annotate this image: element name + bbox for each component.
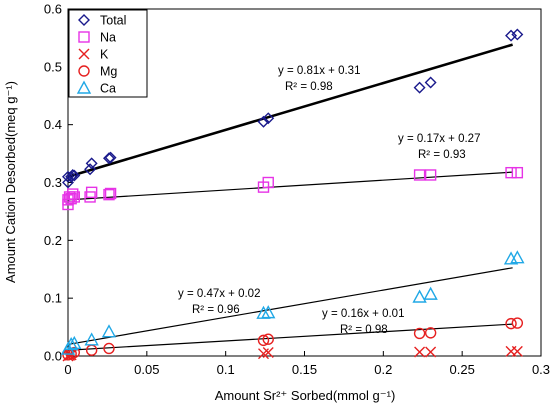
legend-label-mg: Mg	[100, 65, 117, 79]
point-total	[62, 170, 74, 183]
x-tick-label: 0.15	[292, 362, 317, 377]
point-total	[511, 28, 524, 41]
y-tick-label: 0.0	[44, 349, 62, 364]
point-na	[262, 176, 274, 189]
y-axis-label: Amount Cation Desorbed(meq g⁻¹)	[3, 81, 18, 283]
point-na	[85, 186, 98, 199]
legend-marker-na	[78, 31, 90, 43]
point-k	[262, 347, 274, 359]
point-mg	[511, 317, 524, 329]
legend-label-ca: Ca	[100, 82, 116, 96]
x-tick-label: 0.1	[217, 362, 235, 377]
point-ca	[510, 250, 525, 264]
point-na	[511, 166, 524, 179]
point-ca	[67, 335, 82, 349]
point-mg	[413, 327, 426, 340]
annotations-layer: y = 0.81x + 0.31 R² = 0.98 y = 0.17x + 0.2…	[178, 65, 480, 336]
point-ca	[63, 336, 79, 351]
point-k-stroke	[511, 345, 523, 357]
fit-equation-total: y = 0.81x + 0.31	[278, 65, 360, 77]
point-na	[68, 191, 81, 203]
fit-r2-na: R² = 0.93	[418, 149, 466, 161]
fit-equation-mg: y = 0.16x + 0.01	[322, 308, 404, 320]
point-total	[66, 168, 79, 181]
y-tick-label: 0.1	[44, 291, 62, 306]
point-k	[425, 346, 437, 358]
point-total	[68, 169, 81, 182]
point-na	[424, 169, 437, 181]
y-tick-label: 0.2	[44, 233, 62, 248]
fit-line-total	[67, 43, 513, 178]
fit-equation-na: y = 0.17x + 0.27	[398, 133, 480, 145]
fit-r2-total: R² = 0.98	[285, 81, 333, 93]
point-ca	[261, 305, 276, 319]
point-mg	[68, 346, 81, 359]
x-axis-label: Amount Sr²⁺ Sorbed(mmol g⁻¹)	[215, 388, 396, 403]
point-total	[104, 151, 117, 164]
point-ca	[423, 286, 438, 300]
x-tick-label: 0.2	[374, 362, 392, 377]
y-tick-label: 0.5	[44, 59, 62, 74]
point-total	[257, 115, 270, 128]
point-total	[262, 112, 275, 125]
fit-line-mg	[67, 323, 513, 351]
fit-line-ca	[67, 267, 513, 346]
point-na	[104, 187, 117, 200]
fit-r2-mg: R² = 0.98	[340, 324, 388, 336]
fit-line-na	[67, 171, 513, 201]
point-total	[85, 157, 98, 170]
y-tick-label: 0.3	[44, 175, 62, 190]
point-ca	[84, 332, 99, 346]
point-mg	[103, 342, 115, 355]
point-na	[103, 188, 115, 201]
point-k-stroke	[414, 346, 426, 358]
axes-layer: 0 0.05 0.1 0.15 0.2 0.25 0.3 0.0 0.1 0.2 0.3 0.4 0.5…	[44, 2, 550, 378]
point-k-stroke	[425, 346, 437, 358]
legend-marker-mg	[78, 65, 90, 77]
point-mg	[85, 344, 98, 356]
fit-equation-ca: y = 0.47x + 0.02	[178, 288, 260, 300]
point-mg	[257, 334, 270, 347]
legend-marker-k	[78, 48, 90, 60]
x-tick-label: 0.25	[450, 362, 475, 377]
point-total	[505, 29, 518, 42]
y-tick-label: 0.4	[44, 117, 62, 132]
legend: Total Na K Mg Ca	[68, 9, 148, 98]
point-ca	[412, 289, 427, 303]
point-k	[511, 345, 523, 357]
data-points-layer	[60, 28, 525, 362]
point-ca	[101, 324, 117, 338]
point-na	[67, 188, 79, 200]
fit-lines-layer	[67, 43, 513, 351]
x-tick-label: 0.05	[134, 362, 159, 377]
point-mg	[262, 333, 274, 345]
legend-marker-ca	[76, 80, 92, 94]
x-tick-label: 0	[64, 362, 71, 377]
point-total	[103, 152, 115, 165]
point-k-stroke	[262, 347, 274, 359]
legend-marker-k-stroke	[78, 48, 90, 60]
point-na	[413, 169, 426, 181]
point-mg	[505, 317, 517, 330]
point-total	[413, 81, 426, 94]
point-k	[414, 346, 426, 358]
legend-marker-total	[78, 14, 90, 26]
legend-label-na: Na	[100, 31, 116, 45]
legend-box	[68, 9, 148, 98]
fit-r2-ca: R² = 0.96	[192, 304, 240, 316]
point-mg	[424, 327, 437, 339]
legend-label-total: Total	[100, 14, 126, 28]
point-total	[424, 76, 437, 89]
x-tick-label: 0.3	[532, 362, 550, 377]
legend-label-k: K	[100, 48, 109, 62]
y-tick-label: 0.6	[44, 2, 62, 17]
point-na	[505, 166, 517, 179]
